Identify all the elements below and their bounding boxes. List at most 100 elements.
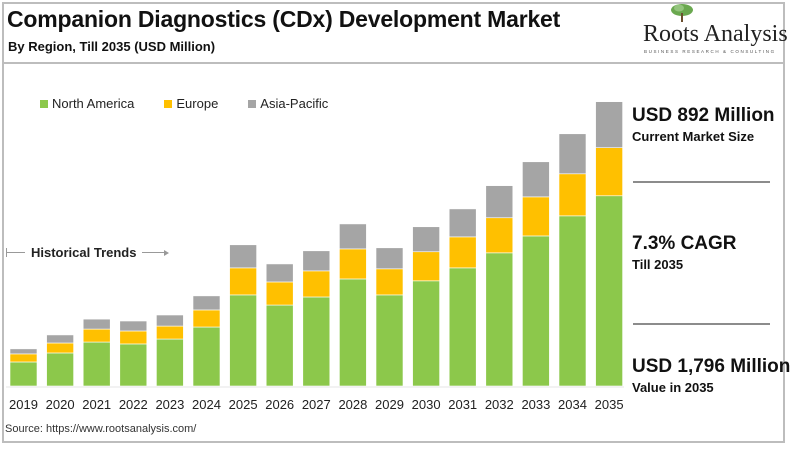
kpi-divider [633,323,770,325]
bar-segment-north-america-2027 [302,296,331,387]
bar-segment-asia-pacific-2027 [302,250,331,272]
kpi-value: USD 1,796 Million [632,356,791,377]
bar-segment-north-america-2022 [119,343,148,387]
bar-segment-europe-2028 [339,248,367,280]
bar-segment-asia-pacific-2019 [9,348,38,355]
bar-segment-asia-pacific-2034 [558,133,587,175]
bar-segment-europe-2024 [192,309,221,328]
bar-segment-north-america-2025 [229,294,257,387]
legend-label: Europe [176,96,219,111]
annotation-line-right [142,252,165,253]
bar-segment-north-america-2021 [82,341,111,387]
bar-segment-europe-2021 [82,328,111,343]
bar-segment-europe-2032 [485,217,514,254]
bar-segment-asia-pacific-2024 [192,295,221,311]
kpi-value-2035: USD 1,796 Million Value in 2035 [632,356,790,395]
bar-segment-asia-pacific-2033 [522,161,550,198]
legend-swatch-europe [164,99,173,108]
legend-swatch-north-america [40,99,48,108]
bar-segment-north-america-2029 [375,294,404,387]
x-tick-label: 2023 [155,397,184,412]
bar-segment-north-america-2023 [156,338,184,387]
annotation-line-left [7,252,25,253]
x-tick-label: 2029 [375,397,404,412]
x-tick-label: 2035 [595,397,624,412]
kpi-current-market-size: USD 892 Million Current Market Size [632,105,775,144]
bar-segment-asia-pacific-2030 [412,226,440,253]
bar-segment-asia-pacific-2023 [156,314,184,327]
bar-segment-north-america-2020 [46,352,74,387]
bar-segment-asia-pacific-2021 [82,318,111,330]
bar-segment-north-america-2031 [448,267,477,387]
legend-label: Asia-Pacific [260,96,329,111]
roots-analysis-logo: Roots Analysis BUSINESS RESEARCH & CONSU… [640,3,788,61]
bar-segment-europe-2035 [595,147,623,197]
bar-segment-europe-2029 [375,268,404,296]
bar-segment-asia-pacific-2026 [265,263,294,283]
chart-title: Companion Diagnostics (CDx) Development … [7,6,561,32]
bar-segment-europe-2034 [558,173,587,217]
bar-segment-asia-pacific-2028 [339,223,367,250]
kpi-label: Value in 2035 [632,380,714,395]
legend-item-north-america: North America [40,96,134,111]
bar-segment-europe-2020 [46,342,74,354]
bar-segment-asia-pacific-2022 [119,320,148,332]
chart-subtitle: By Region, Till 2035 (USD Million) [8,39,216,54]
bar-segment-asia-pacific-2035 [595,101,623,148]
x-tick-label: 2025 [229,397,258,412]
chart-legend: North America Europe Asia-Pacific [40,96,328,111]
kpi-value: USD 892 Million [632,105,775,126]
x-tick-label: 2034 [558,397,587,412]
bar-segment-asia-pacific-2032 [485,185,514,219]
arrow-right-icon [164,249,170,256]
bar-segment-north-america-2033 [522,235,550,387]
x-tick-label: 2032 [485,397,514,412]
logo-name: Roots Analysis [643,21,788,47]
kpi-label: Till 2035 [632,257,684,272]
bar-segment-europe-2031 [448,236,477,269]
bar-segment-north-america-2034 [558,215,587,387]
bar-segment-north-america-2024 [192,326,221,387]
kpi-value: 7.3% CAGR [632,233,737,254]
x-tick-label: 2021 [82,397,111,412]
bar-segment-europe-2019 [9,353,38,363]
kpi-cagr: 7.3% CAGR Till 2035 [632,233,737,272]
x-tick-label: 2022 [119,397,148,412]
source-note: Source: https://www.rootsanalysis.com/ [5,423,197,435]
logo-tagline: BUSINESS RESEARCH & CONSULTING [644,49,776,54]
annotation-cap [6,248,7,257]
bar-segment-north-america-2028 [339,278,367,387]
x-tick-label: 2024 [192,397,221,412]
kpi-label: Current Market Size [632,129,755,144]
legend-item-europe: Europe [164,96,218,111]
bar-segment-europe-2030 [412,251,440,282]
bar-segment-asia-pacific-2031 [448,208,477,238]
historical-trends-label: Historical Trends [31,245,137,260]
bar-segment-north-america-2032 [485,252,514,387]
bar-segment-north-america-2030 [412,280,440,387]
bar-segment-asia-pacific-2029 [375,247,404,270]
bar-segment-asia-pacific-2025 [229,244,257,269]
bar-segment-europe-2022 [119,330,148,345]
bar-segment-north-america-2026 [265,304,294,387]
x-tick-label: 2033 [521,397,550,412]
legend-item-asia-pacific: Asia-Pacific [248,96,328,111]
x-tick-label: 2031 [448,397,477,412]
bar-segment-europe-2027 [302,270,331,298]
bar-segment-europe-2033 [522,196,550,237]
tree-icon [671,4,693,22]
bar-segment-north-america-2019 [9,361,38,387]
historical-trends-annotation: Historical Trends [6,245,170,260]
bar-segment-north-america-2035 [595,195,623,387]
x-tick-label: 2020 [46,397,75,412]
x-tick-label: 2019 [9,397,38,412]
kpi-divider [633,181,770,183]
header-divider [2,62,785,64]
x-tick-label: 2027 [302,397,331,412]
bar-segment-europe-2026 [265,281,294,306]
x-tick-label: 2026 [265,397,294,412]
legend-label: North America [52,96,135,111]
bar-segment-europe-2023 [156,325,184,340]
bar-segment-europe-2025 [229,267,257,296]
